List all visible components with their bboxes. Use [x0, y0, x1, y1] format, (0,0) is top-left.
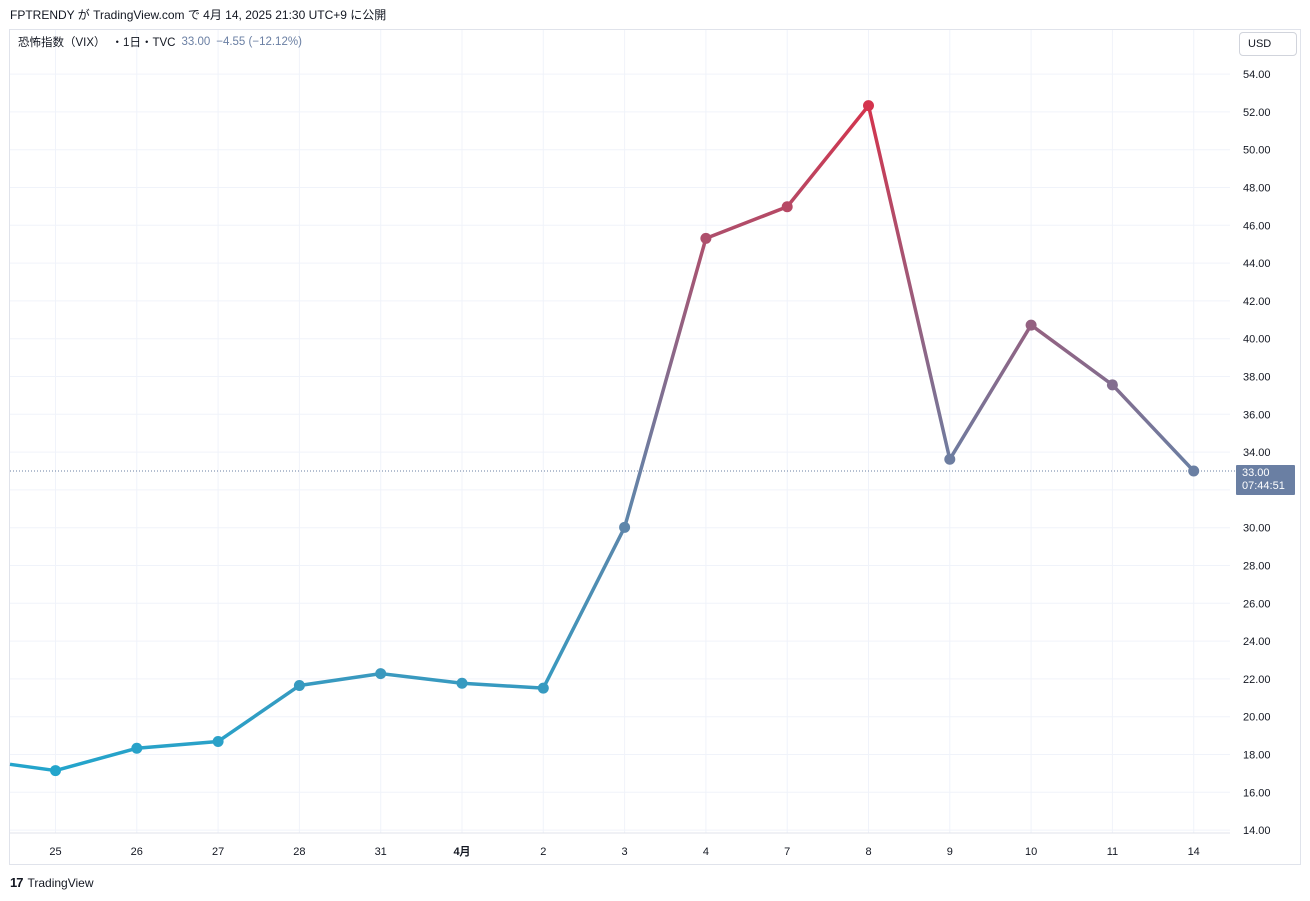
- data-point: [700, 232, 712, 244]
- y-tick-label: 28.00: [1243, 561, 1271, 573]
- y-axis: 14.00 16.00 18.00 20.00 22.00 24.00 26.00 28.00…: [1243, 69, 1271, 837]
- y-tick-label: 38.00: [1243, 372, 1271, 384]
- x-tick-label: 11: [1107, 846, 1118, 858]
- x-tick-label: 28: [293, 846, 305, 858]
- tradingview-logo[interactable]: 17 TradingView: [10, 875, 94, 890]
- y-tick-label: 24.00: [1243, 636, 1271, 648]
- data-point: [781, 201, 793, 213]
- data-point: [131, 742, 143, 754]
- tradingview-logo-icon: 17: [10, 875, 24, 890]
- data-point: [456, 677, 468, 689]
- data-point: [863, 100, 874, 112]
- data-point: [1106, 379, 1118, 391]
- legend-last: 33.00: [181, 36, 211, 48]
- x-tick-label: 25: [49, 846, 61, 858]
- data-point: [212, 735, 224, 747]
- chart-legend: 恐怖指数（VIX） ・1日・TVC 33.00 −4.55 (−12.12%): [18, 34, 302, 50]
- y-tick-label: 54.00: [1243, 69, 1271, 81]
- legend-change: −4.55 (−12.12%): [216, 36, 302, 48]
- y-tick-label: 50.00: [1243, 145, 1271, 157]
- x-tick-label: 4月: [453, 845, 470, 858]
- x-tick-label: 2: [540, 846, 546, 858]
- y-tick-label: 48.00: [1243, 183, 1271, 195]
- y-tick-label: 18.00: [1243, 750, 1271, 762]
- chart-frame: [9, 29, 1301, 865]
- x-tick-label: 14: [1188, 846, 1200, 858]
- x-tick-label: 4: [703, 846, 709, 858]
- x-tick-label: 10: [1025, 846, 1037, 858]
- y-tick-label: 20.00: [1243, 712, 1271, 724]
- grid-layer: [10, 30, 1230, 834]
- y-tick-label: 22.00: [1243, 674, 1271, 686]
- data-point: [944, 453, 956, 465]
- legend-meta: ・1日・TVC: [111, 37, 176, 49]
- y-tick-label: 36.00: [1243, 409, 1271, 421]
- data-point: [1025, 319, 1037, 331]
- series-layer: [9, 100, 1200, 777]
- y-tick-label: 52.00: [1243, 107, 1271, 119]
- data-point: [293, 680, 305, 692]
- data-point: [619, 521, 631, 533]
- price-tag-value: 33.00: [1242, 467, 1270, 479]
- data-point: [375, 668, 387, 680]
- x-tick-label: 26: [131, 846, 143, 858]
- y-tick-label: 44.00: [1243, 258, 1271, 270]
- x-tick-label: 9: [947, 846, 953, 858]
- data-point: [537, 682, 549, 694]
- y-tick-label: 40.00: [1243, 334, 1271, 346]
- data-point: [50, 765, 61, 777]
- x-tick-label: 3: [622, 846, 628, 858]
- y-tick-label: 46.00: [1243, 220, 1271, 232]
- y-tick-label: 26.00: [1243, 598, 1271, 610]
- y-tick-label: 16.00: [1243, 787, 1271, 799]
- price-tag-countdown: 07:44:51: [1242, 480, 1285, 492]
- x-tick-label: 27: [212, 846, 224, 858]
- currency-button[interactable]: USD: [1239, 32, 1297, 56]
- publish-header: FPTRENDY が TradingView.com で 4月 14, 2025…: [10, 8, 387, 22]
- x-tick-label: 8: [865, 846, 871, 858]
- y-tick-label: 42.00: [1243, 296, 1271, 308]
- y-tick-label: 14.00: [1243, 825, 1271, 837]
- data-point: [1188, 465, 1200, 477]
- legend-symbol: 恐怖指数（VIX）: [18, 37, 106, 49]
- y-tick-label: 30.00: [1243, 523, 1271, 535]
- tradingview-logo-text: TradingView: [27, 875, 94, 890]
- x-tick-label: 31: [375, 846, 387, 858]
- x-axis: 25 26 27 28 31 4月 2 3 4 7 8 9 10 11 14: [49, 845, 1199, 858]
- x-tick-label: 7: [784, 846, 790, 858]
- y-tick-label: 34.00: [1243, 447, 1271, 459]
- series-line-vix: [9, 103, 1195, 773]
- current-price-label: 33.00 07:44:51: [1236, 465, 1295, 495]
